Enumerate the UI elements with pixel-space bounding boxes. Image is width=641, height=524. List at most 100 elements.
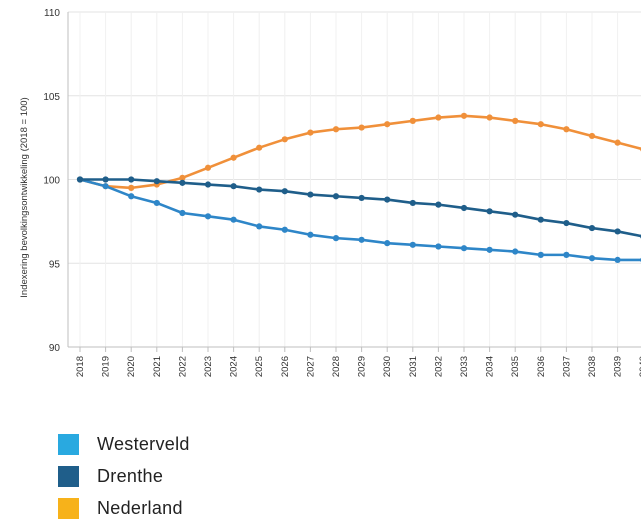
point-westerveld-2038 xyxy=(588,255,596,262)
point-drenthe-2035 xyxy=(512,211,519,218)
y-tick-label-100: 100 xyxy=(43,176,60,187)
point-nederland-2027 xyxy=(307,129,314,136)
point-nederland-2024 xyxy=(230,154,237,161)
point-drenthe-2031 xyxy=(409,199,416,207)
legend-item-drenthe: Drenthe xyxy=(58,460,190,492)
legend-item-nederland: Nederland xyxy=(58,492,190,524)
x-tick-label-2037: 2037 xyxy=(561,356,572,377)
x-tick-label-2022: 2022 xyxy=(177,356,188,377)
point-nederland-2031 xyxy=(409,117,416,124)
y-tick-label-105: 105 xyxy=(43,92,60,103)
line-chart: 90 95 100 105 110 2018 2019 2020 2021 2022 2023 202… xyxy=(19,8,641,377)
x-tick-label-2035: 2035 xyxy=(510,356,521,377)
legend-swatch-drenthe xyxy=(58,465,79,487)
x-tick-label-2034: 2034 xyxy=(485,356,496,377)
point-nederland-2038 xyxy=(588,132,596,140)
x-tick-label-2032: 2032 xyxy=(433,356,444,377)
x-tick-label-2033: 2033 xyxy=(459,356,470,377)
point-drenthe-2020 xyxy=(128,176,135,183)
point-nederland-2035 xyxy=(512,117,519,124)
legend-swatch-westerveld xyxy=(58,433,79,455)
x-tick-label-2038: 2038 xyxy=(587,356,598,377)
point-drenthe-2038 xyxy=(588,224,596,232)
point-nederland-2028 xyxy=(332,126,340,133)
point-westerveld-2039 xyxy=(614,256,621,263)
point-westerveld-2024 xyxy=(230,216,237,223)
x-tick-label-2036: 2036 xyxy=(536,356,547,377)
point-drenthe-2023 xyxy=(204,181,212,188)
point-drenthe-2037 xyxy=(563,219,570,227)
x-tick-label-2023: 2023 xyxy=(203,356,214,377)
legend-label-nederland: Nederland xyxy=(97,497,183,518)
x-tick-label-2031: 2031 xyxy=(408,356,419,377)
point-drenthe-2026 xyxy=(281,188,288,195)
y-tick-label-95: 95 xyxy=(49,259,61,270)
point-nederland-2022 xyxy=(179,174,186,181)
x-tick-label-2040: 2040 xyxy=(638,356,641,377)
point-westerveld-2032 xyxy=(435,243,442,250)
x-tick-label-2027: 2027 xyxy=(305,356,316,377)
x-tick-label-2018: 2018 xyxy=(75,356,86,377)
legend-swatch-nederland xyxy=(58,497,79,519)
point-drenthe-2033 xyxy=(460,204,468,212)
point-westerveld-2026 xyxy=(281,226,288,233)
y-tick-label-90: 90 xyxy=(49,343,61,354)
x-tick-label-2024: 2024 xyxy=(229,356,240,377)
point-westerveld-2025 xyxy=(256,223,263,230)
legend-label-westerveld: Westerveld xyxy=(97,433,190,454)
point-nederland-2030 xyxy=(384,121,391,128)
point-nederland-2037 xyxy=(563,126,570,133)
point-nederland-2034 xyxy=(486,114,493,121)
point-westerveld-2030 xyxy=(384,240,391,247)
x-tick-label-2029: 2029 xyxy=(357,356,368,377)
x-tick-label-2028: 2028 xyxy=(331,356,342,377)
point-drenthe-2034 xyxy=(486,208,493,215)
y-axis-title: Indexering bevolkingsontwikkeling (2018 … xyxy=(19,97,30,297)
x-tick-label-2020: 2020 xyxy=(126,356,137,377)
x-tick-label-2039: 2039 xyxy=(613,356,624,377)
point-westerveld-2022 xyxy=(179,209,186,217)
point-drenthe-2027 xyxy=(307,191,314,198)
point-westerveld-2029 xyxy=(358,236,365,243)
point-drenthe-2025 xyxy=(256,186,263,193)
point-westerveld-2033 xyxy=(460,245,468,252)
point-drenthe-2021 xyxy=(153,178,160,185)
point-nederland-2026 xyxy=(281,136,288,143)
x-tick-label-2019: 2019 xyxy=(101,356,112,377)
point-drenthe-2018 xyxy=(76,176,84,183)
series-line-drenthe xyxy=(80,178,641,238)
point-westerveld-2023 xyxy=(204,213,212,220)
point-nederland-2036 xyxy=(537,121,544,128)
legend: Westerveld Drenthe Nederland xyxy=(58,428,190,524)
point-nederland-2020 xyxy=(128,184,135,191)
series-line-westerveld xyxy=(79,178,641,262)
point-drenthe-2019 xyxy=(102,176,109,183)
x-tick-label-2025: 2025 xyxy=(254,356,265,377)
x-tick-label-2026: 2026 xyxy=(280,356,291,377)
point-westerveld-2027 xyxy=(307,231,314,238)
point-drenthe-2024 xyxy=(230,183,237,190)
point-nederland-2039 xyxy=(614,139,621,146)
legend-item-westerveld: Westerveld xyxy=(58,428,190,460)
point-nederland-2023 xyxy=(204,164,212,171)
x-tick-label-2021: 2021 xyxy=(152,356,163,377)
point-westerveld-2031 xyxy=(409,241,416,248)
y-tick-label-110: 110 xyxy=(44,8,60,19)
point-nederland-2033 xyxy=(460,112,468,119)
point-westerveld-2021 xyxy=(153,199,160,207)
point-westerveld-2019 xyxy=(102,183,109,190)
chart-svg: 90 95 100 105 110 2018 2019 2020 2021 2022 2023 202… xyxy=(19,8,641,377)
point-westerveld-2034 xyxy=(486,246,493,253)
point-nederland-2032 xyxy=(435,114,442,121)
point-drenthe-2032 xyxy=(435,201,442,208)
point-drenthe-2029 xyxy=(358,194,365,202)
legend-label-drenthe: Drenthe xyxy=(97,465,164,486)
point-drenthe-2022 xyxy=(179,179,186,186)
point-westerveld-2020 xyxy=(128,193,135,200)
point-drenthe-2036 xyxy=(537,216,544,223)
point-drenthe-2030 xyxy=(384,196,391,203)
point-drenthe-2039 xyxy=(614,228,621,235)
x-tick-label-2030: 2030 xyxy=(382,356,393,377)
point-westerveld-2035 xyxy=(512,248,519,255)
point-westerveld-2028 xyxy=(332,235,340,242)
